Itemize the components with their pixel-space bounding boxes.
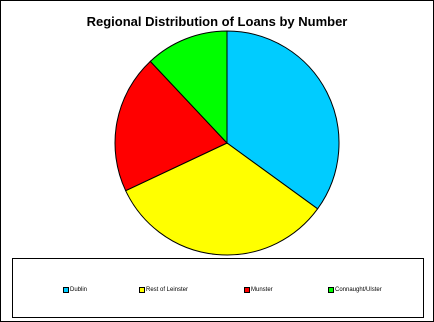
legend-label-connaught-ulster: Connaught/Ulster xyxy=(335,287,382,293)
pie-slice-rest-of-leinster xyxy=(124,142,319,256)
pie-slice-connaught-ulster xyxy=(149,30,228,145)
chart-title: Regional Distribution of Loans by Number xyxy=(86,14,348,29)
pie-slice-dublin xyxy=(226,30,340,210)
legend-item-dublin: Dublin xyxy=(63,287,87,293)
legend-label-dublin: Dublin xyxy=(70,287,88,293)
legend-swatch-connaught-ulster xyxy=(328,287,334,293)
pie-slice-munster xyxy=(114,60,228,192)
legend: Dublin Rest of Leinster Munster Connaugh… xyxy=(12,258,424,318)
legend-swatch-munster xyxy=(244,287,250,293)
legend-swatch-dublin xyxy=(63,287,69,293)
legend-item-munster: Munster xyxy=(244,287,273,293)
pie-chart xyxy=(114,30,340,256)
legend-item-connaught-ulster: Connaught/Ulster xyxy=(328,287,382,293)
legend-item-rest-of-leinster: Rest of Leinster xyxy=(139,287,188,293)
legend-label-munster: Munster xyxy=(251,287,273,293)
legend-swatch-rest-of-leinster xyxy=(139,287,145,293)
legend-label-rest-of-leinster: Rest of Leinster xyxy=(146,287,189,293)
